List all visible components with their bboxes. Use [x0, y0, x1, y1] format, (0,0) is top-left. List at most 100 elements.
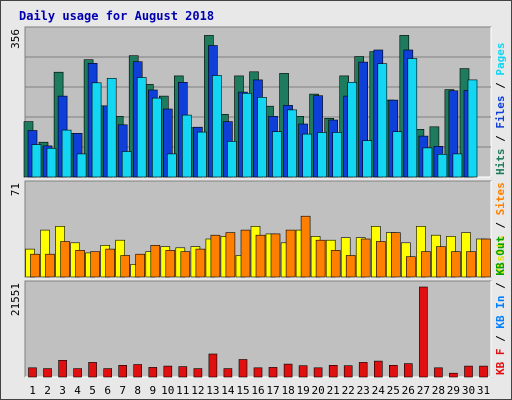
bar-kb-f-day-21	[328, 364, 338, 378]
bar-kb-f-day-24	[373, 360, 383, 378]
bar-pages-day-26	[407, 58, 418, 178]
bar-kb-f-day-20	[313, 367, 323, 378]
axis-label-visits-sites: Visits / Sites	[494, 182, 507, 275]
bar-kb-f-day-29	[449, 372, 458, 378]
bar-kb-f-day-2	[43, 368, 52, 378]
bar-sites-day-26	[405, 256, 416, 278]
bar-sites-day-8	[135, 253, 145, 278]
axis-label-visits: Visits	[494, 235, 507, 275]
x-tick-label-11: 11	[176, 384, 189, 397]
x-tick-label-24: 24	[372, 384, 386, 397]
x-tick-label-10: 10	[161, 384, 174, 397]
x-tick-label-27: 27	[417, 384, 430, 397]
bar-sites-day-17	[270, 233, 281, 278]
bar-kb-f-day-7	[118, 364, 127, 378]
scale-label-hits-files-pages: 356	[9, 29, 22, 49]
x-tick-label-14: 14	[221, 384, 235, 397]
bar-sites-day-10	[165, 250, 176, 278]
bar-sites-day-7	[120, 255, 130, 278]
axis-label-kbytes: KB F / KB In / KB Out	[494, 236, 507, 375]
bar-kb-f-day-27	[419, 286, 428, 378]
bar-pages-day-11	[182, 114, 192, 178]
bar-sites-day-3	[60, 241, 70, 278]
x-tick-label-7: 7	[119, 384, 126, 397]
x-tick-label-1: 1	[29, 384, 36, 397]
axis-label-kb-in: KB In	[494, 296, 507, 329]
x-tick-label-19: 19	[296, 384, 309, 397]
bar-pages-day-4	[76, 153, 87, 178]
bar-kb-f-day-26	[403, 363, 413, 378]
bar-pages-day-18	[287, 109, 297, 178]
bar-kb-f-day-12	[193, 368, 203, 378]
bar-kb-f-day-5	[88, 362, 97, 378]
bar-pages-day-5	[91, 82, 102, 178]
bar-pages-day-29	[452, 153, 463, 178]
bar-sites-day-12	[195, 248, 206, 278]
bar-kb-f-day-3	[58, 359, 67, 378]
bar-sites-day-16	[255, 234, 266, 278]
bar-sites-day-13	[210, 234, 221, 278]
bar-sites-day-5	[90, 251, 100, 278]
bar-pages-day-1	[31, 144, 42, 178]
bar-pages-day-6	[106, 78, 117, 178]
bar-kb-f-day-31	[479, 365, 488, 378]
bar-sites-day-11	[180, 251, 191, 278]
bar-sites-day-19	[300, 215, 311, 278]
bar-pages-day-24	[377, 63, 388, 178]
bar-kb-f-day-17	[268, 367, 278, 378]
axis-label-hits: Hits	[494, 149, 507, 176]
bar-visits-day-2	[40, 229, 50, 278]
x-tick-label-2: 2	[44, 384, 51, 397]
axis-label-hits-files-pages: Hits / Files / Pages	[494, 43, 507, 176]
axis-label-kb-f: KB F	[494, 349, 507, 376]
bar-pages-day-20	[317, 132, 327, 178]
bar-pages-day-27	[422, 147, 433, 178]
bar-sites-day-15	[240, 229, 251, 278]
bar-sites-day-31	[481, 238, 491, 278]
x-tick-label-25: 25	[387, 384, 400, 397]
bar-pages-day-28	[437, 154, 448, 178]
x-tick-label-22: 22	[342, 384, 355, 397]
bar-kb-f-day-25	[388, 364, 398, 378]
bar-sites-day-6	[105, 248, 115, 278]
x-tick-label-26: 26	[402, 384, 415, 397]
bar-pages-day-16	[257, 97, 267, 178]
bar-kb-f-day-19	[298, 365, 308, 378]
x-tick-label-31: 31	[477, 384, 490, 397]
bar-pages-day-13	[212, 75, 222, 178]
bar-pages-day-14	[227, 141, 237, 178]
bar-sites-day-4	[75, 250, 85, 278]
axis-label-files: Files	[494, 96, 507, 129]
x-tick-label-20: 20	[311, 384, 324, 397]
bar-pages-day-12	[197, 131, 207, 178]
bar-pages-day-19	[302, 133, 312, 178]
bar-kb-f-day-11	[178, 366, 188, 378]
bar-pages-day-17	[272, 131, 282, 178]
bar-pages-day-9	[152, 97, 162, 178]
bar-sites-day-21	[330, 250, 341, 278]
axis-label-pages: Pages	[494, 43, 507, 76]
bar-sites-day-18	[285, 229, 296, 278]
bar-sites-day-2	[45, 253, 55, 278]
bar-kb-f-day-6	[103, 368, 112, 378]
bar-pages-day-8	[136, 77, 147, 178]
chart-title: Daily usage for August 2018	[19, 9, 214, 23]
x-tick-label-5: 5	[89, 384, 96, 397]
bar-sites-day-24	[375, 241, 386, 278]
x-tick-label-9: 9	[149, 384, 156, 397]
x-tick-label-28: 28	[432, 384, 445, 397]
bar-sites-day-9	[150, 245, 161, 278]
x-tick-label-18: 18	[281, 384, 294, 397]
bar-pages-day-7	[121, 151, 132, 178]
x-tick-label-23: 23	[357, 384, 370, 397]
bar-pages-day-10	[167, 153, 177, 178]
bar-sites-day-25	[390, 232, 401, 278]
bar-kb-f-day-28	[434, 367, 443, 378]
x-tick-label-6: 6	[104, 384, 111, 397]
bar-kb-f-day-23	[358, 362, 368, 378]
x-tick-label-8: 8	[134, 384, 141, 397]
x-tick-label-30: 30	[462, 384, 475, 397]
bar-kb-f-day-18	[283, 363, 293, 378]
